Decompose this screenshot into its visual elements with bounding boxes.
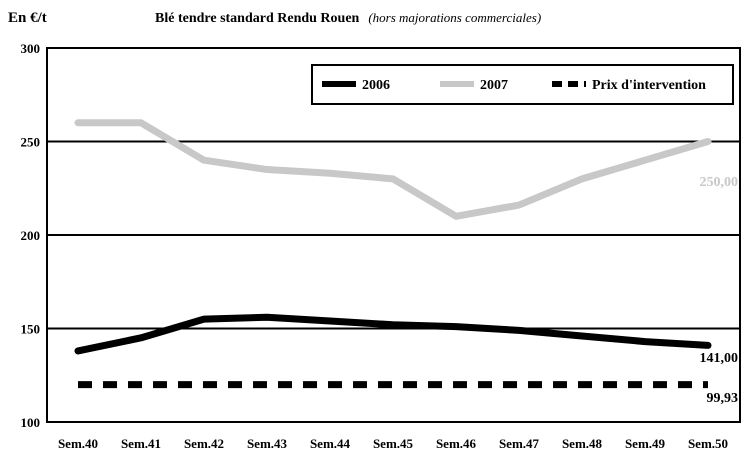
x-tick-label: Sem.50 (688, 436, 728, 451)
x-tick-label: Sem.49 (625, 436, 666, 451)
y-tick-label: 150 (21, 322, 41, 337)
x-tick-label: Sem.40 (58, 436, 98, 451)
y-axis-ticks: 100 150 200 250 300 (21, 41, 41, 430)
legend: 2006 2007 Prix d'intervention (311, 64, 734, 105)
legend-label-0: 2006 (362, 78, 390, 93)
x-tick-label: Sem.44 (310, 436, 351, 451)
y-tick-label: 100 (21, 415, 41, 430)
x-axis-ticks: Sem.40 Sem.41 Sem.42 Sem.43 Sem.44 Sem.45 Sem.… (58, 436, 728, 451)
x-tick-label: Sem.45 (373, 436, 414, 451)
x-tick-label: Sem.43 (247, 436, 288, 451)
legend-label-1: 2007 (480, 78, 508, 93)
end-value-label-0: 141,00 (700, 351, 739, 366)
end-value-label-2: 99,93 (707, 391, 739, 406)
series-line-1 (74, 119, 712, 220)
y-axis-unit-label: En €/t (8, 10, 47, 26)
plot-area-frame (46, 47, 741, 423)
legend-box (311, 64, 734, 105)
x-tick-label: Sem.48 (562, 436, 603, 451)
x-tick-label: Sem.47 (499, 436, 540, 451)
series-lines (74, 119, 712, 389)
x-tick-label: Sem.42 (184, 436, 224, 451)
end-value-label-1: 250,00 (700, 175, 739, 190)
y-tick-label: 200 (21, 228, 41, 243)
y-tick-label: 300 (21, 41, 41, 56)
chart-subtitle: (hors majorations commerciales) (368, 10, 541, 25)
legend-label-2: Prix d'intervention (592, 78, 706, 93)
x-tick-label: Sem.41 (121, 436, 161, 451)
chart-title: Blé tendre standard Rendu Rouen (hors ma… (155, 9, 541, 26)
chart-title-main: Blé tendre standard Rendu Rouen (155, 11, 360, 26)
y-tick-label: 250 (21, 135, 41, 150)
end-value-labels: 141,00 250,00 99,93 (700, 175, 739, 406)
x-tick-label: Sem.46 (436, 436, 477, 451)
series-line-0 (74, 313, 712, 355)
